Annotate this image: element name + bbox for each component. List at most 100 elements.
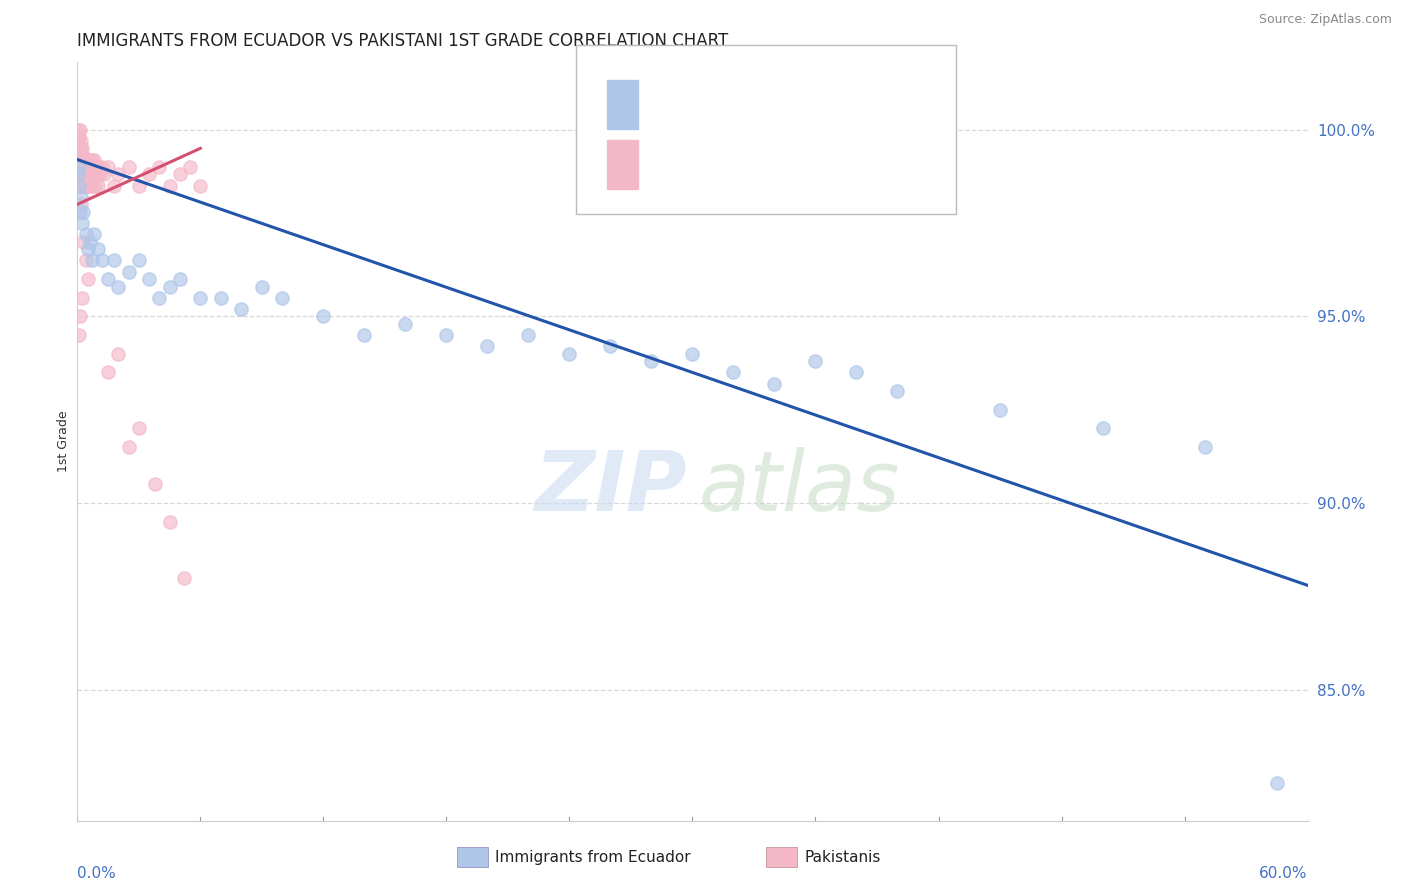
Point	[988, 402, 1011, 417]
Point	[87, 242, 110, 256]
Point	[89, 168, 111, 182]
Point	[138, 168, 160, 182]
Point	[69, 310, 91, 324]
Point	[67, 145, 90, 159]
Point	[75, 153, 97, 167]
Point	[75, 168, 97, 182]
Point	[886, 384, 908, 398]
Point	[69, 204, 91, 219]
Point	[70, 178, 93, 193]
Point	[763, 376, 786, 391]
Point	[69, 178, 91, 193]
Text: R =  0.209   N = 102: R = 0.209 N = 102	[650, 145, 849, 162]
Point	[128, 421, 150, 435]
Text: Pakistanis: Pakistanis	[804, 850, 880, 864]
Point	[83, 168, 105, 182]
Point	[179, 160, 201, 174]
Point	[80, 168, 103, 182]
Point	[76, 168, 98, 182]
Point	[312, 310, 335, 324]
Point	[73, 168, 96, 182]
Point	[70, 160, 93, 174]
Point	[188, 291, 212, 305]
Point	[723, 366, 745, 380]
Text: Immigrants from Ecuador: Immigrants from Ecuador	[495, 850, 690, 864]
Point	[69, 160, 91, 174]
Point	[173, 571, 195, 585]
Point	[107, 279, 129, 293]
Point	[82, 160, 104, 174]
Point	[69, 149, 91, 163]
Point	[73, 160, 96, 174]
Point	[75, 168, 97, 182]
Point	[79, 178, 101, 193]
Point	[69, 168, 91, 182]
Point	[148, 160, 170, 174]
Point	[76, 178, 98, 193]
Point	[73, 178, 96, 193]
Point	[640, 354, 662, 368]
Point	[436, 328, 458, 343]
Point	[682, 347, 704, 361]
Point	[77, 168, 100, 182]
Point	[128, 178, 150, 193]
Text: 0.0%: 0.0%	[77, 866, 117, 881]
Point	[79, 160, 101, 174]
Point	[209, 291, 232, 305]
Point	[75, 178, 97, 193]
Point	[83, 227, 105, 242]
Point	[69, 175, 91, 189]
Point	[67, 130, 90, 145]
Point	[103, 253, 125, 268]
Point	[70, 190, 93, 204]
Point	[231, 301, 253, 316]
Point	[82, 178, 104, 193]
Point	[128, 253, 150, 268]
Point	[79, 168, 101, 182]
Point	[159, 178, 181, 193]
Point	[76, 160, 98, 174]
Point	[70, 153, 93, 167]
Point	[87, 160, 110, 174]
Point	[159, 279, 181, 293]
Point	[77, 153, 100, 167]
Point	[353, 328, 375, 343]
Point	[148, 291, 170, 305]
Point	[72, 291, 94, 305]
Point	[87, 178, 110, 193]
Point	[72, 160, 94, 174]
Point	[394, 317, 416, 331]
Text: IMMIGRANTS FROM ECUADOR VS PAKISTANI 1ST GRADE CORRELATION CHART: IMMIGRANTS FROM ECUADOR VS PAKISTANI 1ST…	[77, 32, 728, 50]
Point	[70, 160, 93, 174]
Point	[72, 168, 94, 182]
Point	[73, 160, 96, 174]
Point	[93, 168, 115, 182]
Point	[67, 178, 90, 193]
Point	[83, 178, 105, 193]
Point	[69, 160, 91, 174]
Point	[804, 354, 827, 368]
Point	[97, 272, 120, 286]
Point	[138, 272, 160, 286]
Point	[84, 160, 107, 174]
Point	[73, 168, 96, 182]
Point	[107, 347, 129, 361]
Point	[76, 178, 98, 193]
Point	[67, 137, 90, 152]
Point	[67, 328, 90, 343]
Point	[72, 204, 94, 219]
Point	[159, 515, 181, 529]
Point	[517, 328, 540, 343]
Point	[67, 149, 90, 163]
Point	[76, 160, 98, 174]
Point	[188, 178, 212, 193]
Point	[76, 153, 98, 167]
Point	[67, 141, 90, 155]
Point	[72, 153, 94, 167]
Point	[67, 168, 90, 182]
Point	[70, 145, 93, 159]
Point	[67, 122, 90, 136]
Point	[70, 197, 93, 211]
Point	[70, 153, 93, 167]
Point	[169, 168, 191, 182]
